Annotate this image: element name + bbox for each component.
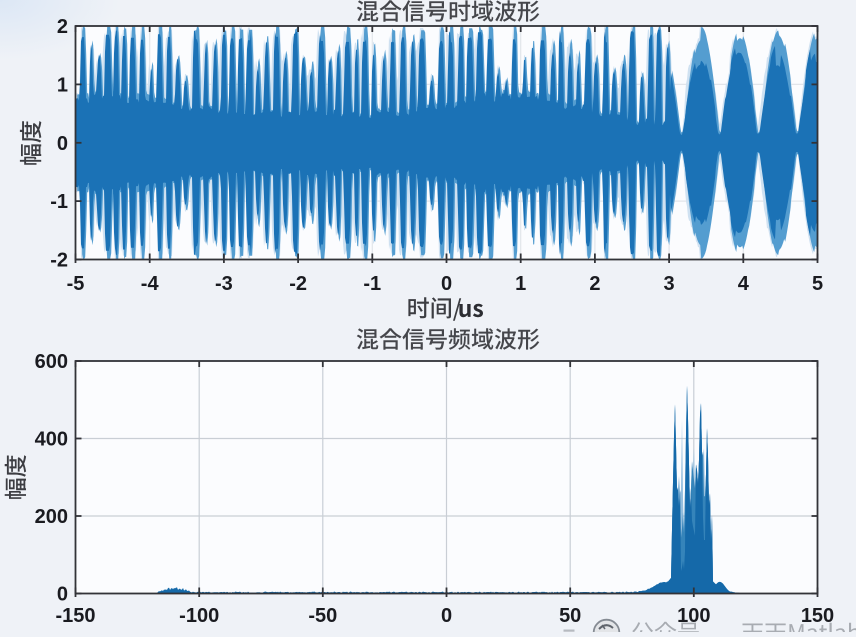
svg-text:4: 4 bbox=[738, 273, 750, 295]
svg-text:5: 5 bbox=[812, 273, 823, 295]
svg-text:-5: -5 bbox=[67, 273, 85, 295]
svg-text:-50: -50 bbox=[308, 605, 337, 627]
svg-text:-3: -3 bbox=[215, 273, 233, 295]
svg-text:0: 0 bbox=[57, 133, 68, 155]
svg-text:600: 600 bbox=[35, 351, 68, 373]
svg-text:200: 200 bbox=[35, 506, 68, 528]
svg-text:-2: -2 bbox=[289, 273, 307, 295]
svg-text:2: 2 bbox=[589, 273, 600, 295]
svg-text:1: 1 bbox=[57, 74, 68, 96]
svg-text:0: 0 bbox=[57, 584, 68, 606]
svg-text:-1: -1 bbox=[363, 273, 381, 295]
svg-text:0: 0 bbox=[441, 273, 452, 295]
svg-text:-1: -1 bbox=[50, 191, 68, 213]
svg-text:-150: -150 bbox=[55, 605, 95, 627]
svg-text:400: 400 bbox=[35, 429, 68, 451]
svg-text:1: 1 bbox=[515, 273, 526, 295]
svg-text:0: 0 bbox=[441, 605, 452, 627]
svg-text:2: 2 bbox=[57, 16, 68, 38]
svg-text:3: 3 bbox=[664, 273, 675, 295]
svg-text:-2: -2 bbox=[50, 250, 68, 272]
svg-text:150: 150 bbox=[801, 605, 834, 627]
svg-text:100: 100 bbox=[677, 605, 710, 627]
svg-text:-100: -100 bbox=[179, 605, 219, 627]
svg-text:-4: -4 bbox=[141, 273, 160, 295]
svg-text:50: 50 bbox=[559, 605, 581, 627]
